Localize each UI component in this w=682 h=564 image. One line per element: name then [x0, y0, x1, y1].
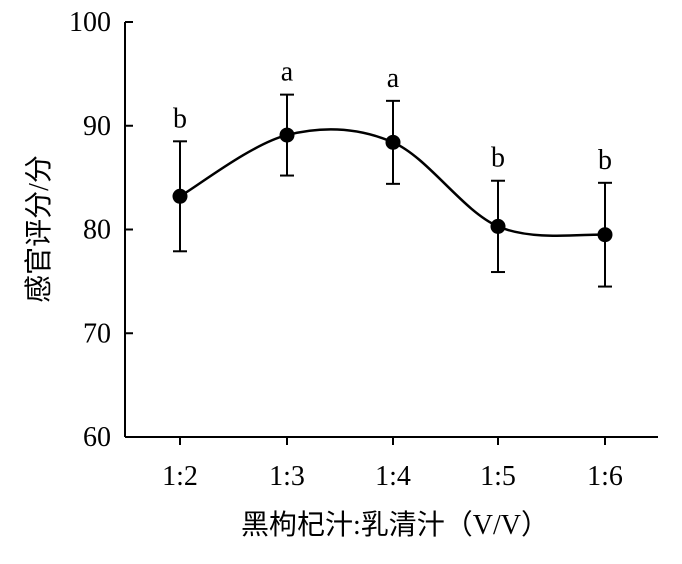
significance-label: b: [491, 143, 505, 174]
data-point: [597, 227, 613, 243]
data-point: [172, 188, 188, 204]
x-tick-label: 1:2: [162, 461, 198, 492]
error-bar-layer: [173, 93, 612, 288]
x-tick-label: 1:6: [587, 461, 623, 492]
data-point: [279, 127, 295, 143]
y-tick-label: 80: [83, 215, 111, 246]
y-tick-label: 60: [83, 422, 111, 453]
x-axis-title: 黑枸杞汁:乳清汁（V/V）: [241, 509, 549, 541]
x-tick-label: 1:3: [269, 461, 305, 492]
x-tick-label: 1:4: [375, 461, 411, 492]
significance-label: b: [173, 103, 187, 134]
y-tick-label: 70: [83, 318, 111, 349]
y-axis-title: 感官评分/分: [23, 155, 55, 303]
significance-label: a: [281, 57, 294, 88]
tick-group: 60 70 80 90 100 1:2 1:3 1:4 1:5 1:6: [69, 7, 623, 492]
significance-label: b: [598, 145, 612, 176]
significance-layer: b a a b b: [173, 57, 612, 176]
significance-label: a: [387, 63, 400, 94]
point-layer: [172, 127, 613, 243]
x-tick-label: 1:5: [480, 461, 516, 492]
y-tick-label: 90: [83, 111, 111, 142]
data-point: [385, 134, 401, 150]
y-tick-label: 100: [69, 7, 111, 38]
data-point: [490, 218, 506, 234]
